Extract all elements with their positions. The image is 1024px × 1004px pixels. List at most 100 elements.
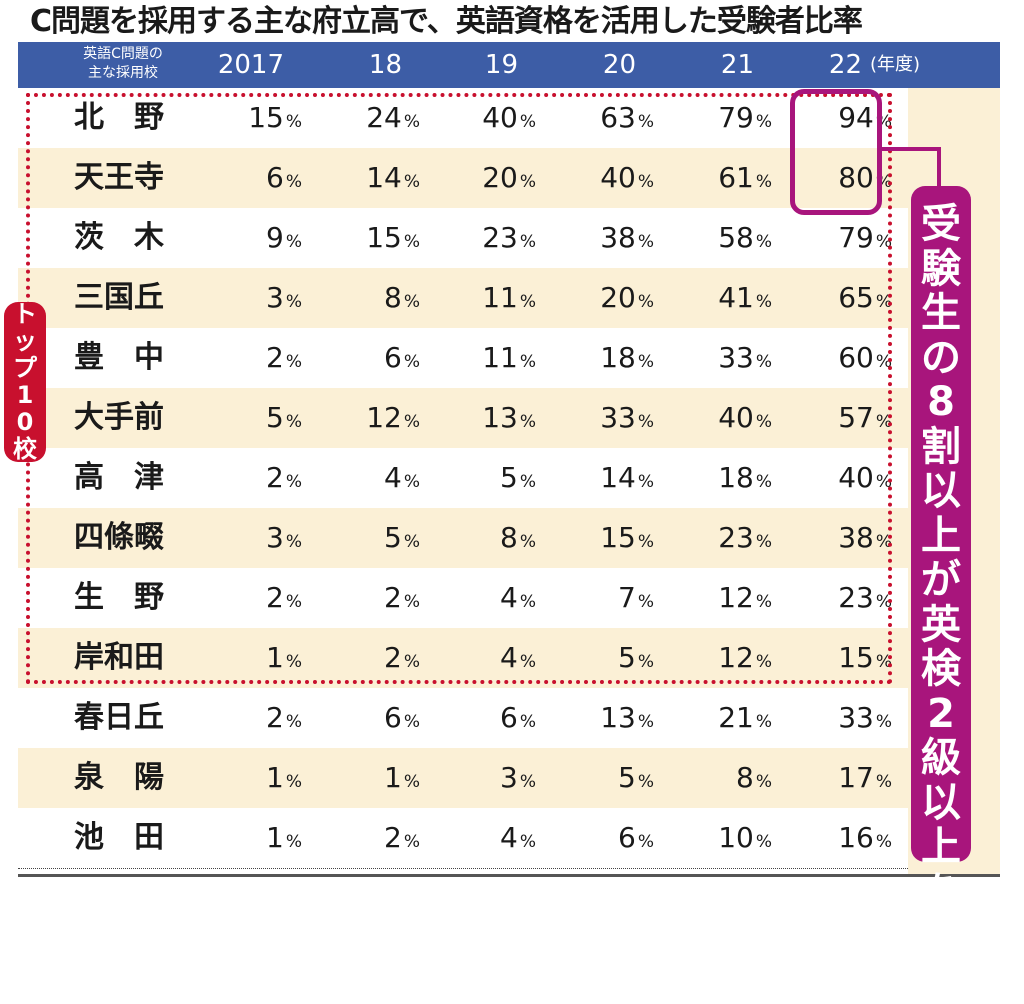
table-row: 茨 木 9% 15% 23% 38% 58% 79% bbox=[18, 208, 908, 269]
value-cell: 13% bbox=[544, 688, 654, 748]
percent-sign: % bbox=[637, 172, 654, 192]
table-row: 四條畷 3% 5% 8% 15% 23% 38% bbox=[18, 508, 908, 569]
value-cell: 15% bbox=[544, 508, 654, 568]
value-number: 23 bbox=[482, 221, 518, 254]
percent-sign: % bbox=[519, 712, 536, 732]
school-name: 岸和田 bbox=[74, 640, 164, 675]
percent-sign: % bbox=[637, 112, 654, 132]
value-cell: 1% bbox=[192, 808, 302, 868]
table-row: 岸和田 1% 2% 4% 5% 12% 15% bbox=[18, 628, 908, 689]
percent-sign: % bbox=[403, 772, 420, 792]
value-cell: 6% bbox=[426, 688, 536, 748]
value-number: 7 bbox=[618, 581, 636, 614]
percent-sign: % bbox=[637, 592, 654, 612]
value-cell: 1% bbox=[310, 748, 420, 808]
value-cell: 4% bbox=[426, 808, 536, 868]
value-cell: 5% bbox=[192, 388, 302, 448]
value-cell: 33% bbox=[662, 328, 772, 388]
value-cell: 12% bbox=[662, 568, 772, 628]
percent-sign: % bbox=[285, 772, 302, 792]
value-number: 2 bbox=[266, 581, 284, 614]
table-row: 春日丘 2% 6% 6% 13% 21% 33% bbox=[18, 688, 908, 749]
value-number: 10 bbox=[718, 821, 754, 854]
value-cell: 15% bbox=[782, 628, 892, 688]
value-number: 5 bbox=[500, 461, 518, 494]
value-number: 41 bbox=[718, 281, 754, 314]
value-number: 6 bbox=[384, 701, 402, 734]
top10-badge: トップ10校 bbox=[4, 301, 46, 463]
value-cell: 5% bbox=[544, 628, 654, 688]
value-number: 8 bbox=[736, 761, 754, 794]
percent-sign: % bbox=[755, 772, 772, 792]
value-cell: 60% bbox=[782, 328, 892, 388]
percent-sign: % bbox=[403, 292, 420, 312]
value-number: 40 bbox=[600, 161, 636, 194]
school-name: 豊 中 bbox=[74, 340, 164, 375]
percent-sign: % bbox=[755, 112, 772, 132]
value-number: 4 bbox=[500, 581, 518, 614]
value-number: 2 bbox=[384, 821, 402, 854]
value-number: 63 bbox=[600, 101, 636, 134]
value-number: 20 bbox=[600, 281, 636, 314]
value-number: 23 bbox=[718, 521, 754, 554]
percent-sign: % bbox=[519, 772, 536, 792]
value-cell: 12% bbox=[662, 628, 772, 688]
percent-sign: % bbox=[403, 832, 420, 852]
value-number: 1 bbox=[266, 641, 284, 674]
value-number: 20 bbox=[482, 161, 518, 194]
value-cell: 2% bbox=[310, 808, 420, 868]
callout-connector-vertical bbox=[937, 147, 941, 187]
value-cell: 3% bbox=[192, 508, 302, 568]
percent-sign: % bbox=[755, 652, 772, 672]
value-cell: 63% bbox=[544, 88, 654, 148]
school-name: 四條畷 bbox=[74, 520, 164, 555]
school-name: 北 野 bbox=[74, 100, 164, 135]
value-number: 9 bbox=[266, 221, 284, 254]
value-number: 12 bbox=[718, 581, 754, 614]
value-cell: 12% bbox=[310, 388, 420, 448]
percent-sign: % bbox=[637, 232, 654, 252]
table-row: 泉 陽 1% 1% 3% 5% 8% 17% bbox=[18, 748, 908, 809]
value-number: 65 bbox=[838, 281, 874, 314]
value-cell: 1% bbox=[192, 628, 302, 688]
percent-sign: % bbox=[285, 652, 302, 672]
value-number: 4 bbox=[500, 641, 518, 674]
callout-banner: 受験生の8割以上が英検2級以上を取得 bbox=[911, 186, 971, 1003]
year-header-2: 19 bbox=[484, 50, 518, 80]
value-number: 12 bbox=[718, 641, 754, 674]
percent-sign: % bbox=[637, 292, 654, 312]
school-name: 生 野 bbox=[74, 580, 164, 615]
percent-sign: % bbox=[637, 472, 654, 492]
value-cell: 61% bbox=[662, 148, 772, 208]
chart-title: C問題を採用する主な府立高で、英語資格を活用した受験者比率 bbox=[30, 4, 863, 39]
value-cell: 14% bbox=[544, 448, 654, 508]
value-number: 33 bbox=[718, 341, 754, 374]
value-number: 8 bbox=[500, 521, 518, 554]
value-number: 21 bbox=[718, 701, 754, 734]
value-cell: 8% bbox=[426, 508, 536, 568]
value-number: 79 bbox=[718, 101, 754, 134]
percent-sign: % bbox=[519, 352, 536, 372]
percent-sign: % bbox=[875, 292, 892, 312]
value-cell: 5% bbox=[426, 448, 536, 508]
percent-sign: % bbox=[875, 832, 892, 852]
percent-sign: % bbox=[637, 832, 654, 852]
value-cell: 10% bbox=[662, 808, 772, 868]
percent-sign: % bbox=[403, 652, 420, 672]
school-name: 春日丘 bbox=[74, 700, 164, 735]
value-number: 3 bbox=[500, 761, 518, 794]
value-number: 60 bbox=[838, 341, 874, 374]
value-number: 17 bbox=[838, 761, 874, 794]
value-number: 33 bbox=[838, 701, 874, 734]
percent-sign: % bbox=[285, 412, 302, 432]
percent-sign: % bbox=[403, 712, 420, 732]
value-number: 2 bbox=[266, 701, 284, 734]
year-unit-label: (年度) bbox=[870, 54, 921, 75]
value-cell: 20% bbox=[544, 268, 654, 328]
percent-sign: % bbox=[285, 112, 302, 132]
percent-sign: % bbox=[519, 592, 536, 612]
value-number: 14 bbox=[600, 461, 636, 494]
value-cell: 21% bbox=[662, 688, 772, 748]
value-number: 15 bbox=[838, 641, 874, 674]
top10-dotted-frame bbox=[26, 93, 892, 684]
